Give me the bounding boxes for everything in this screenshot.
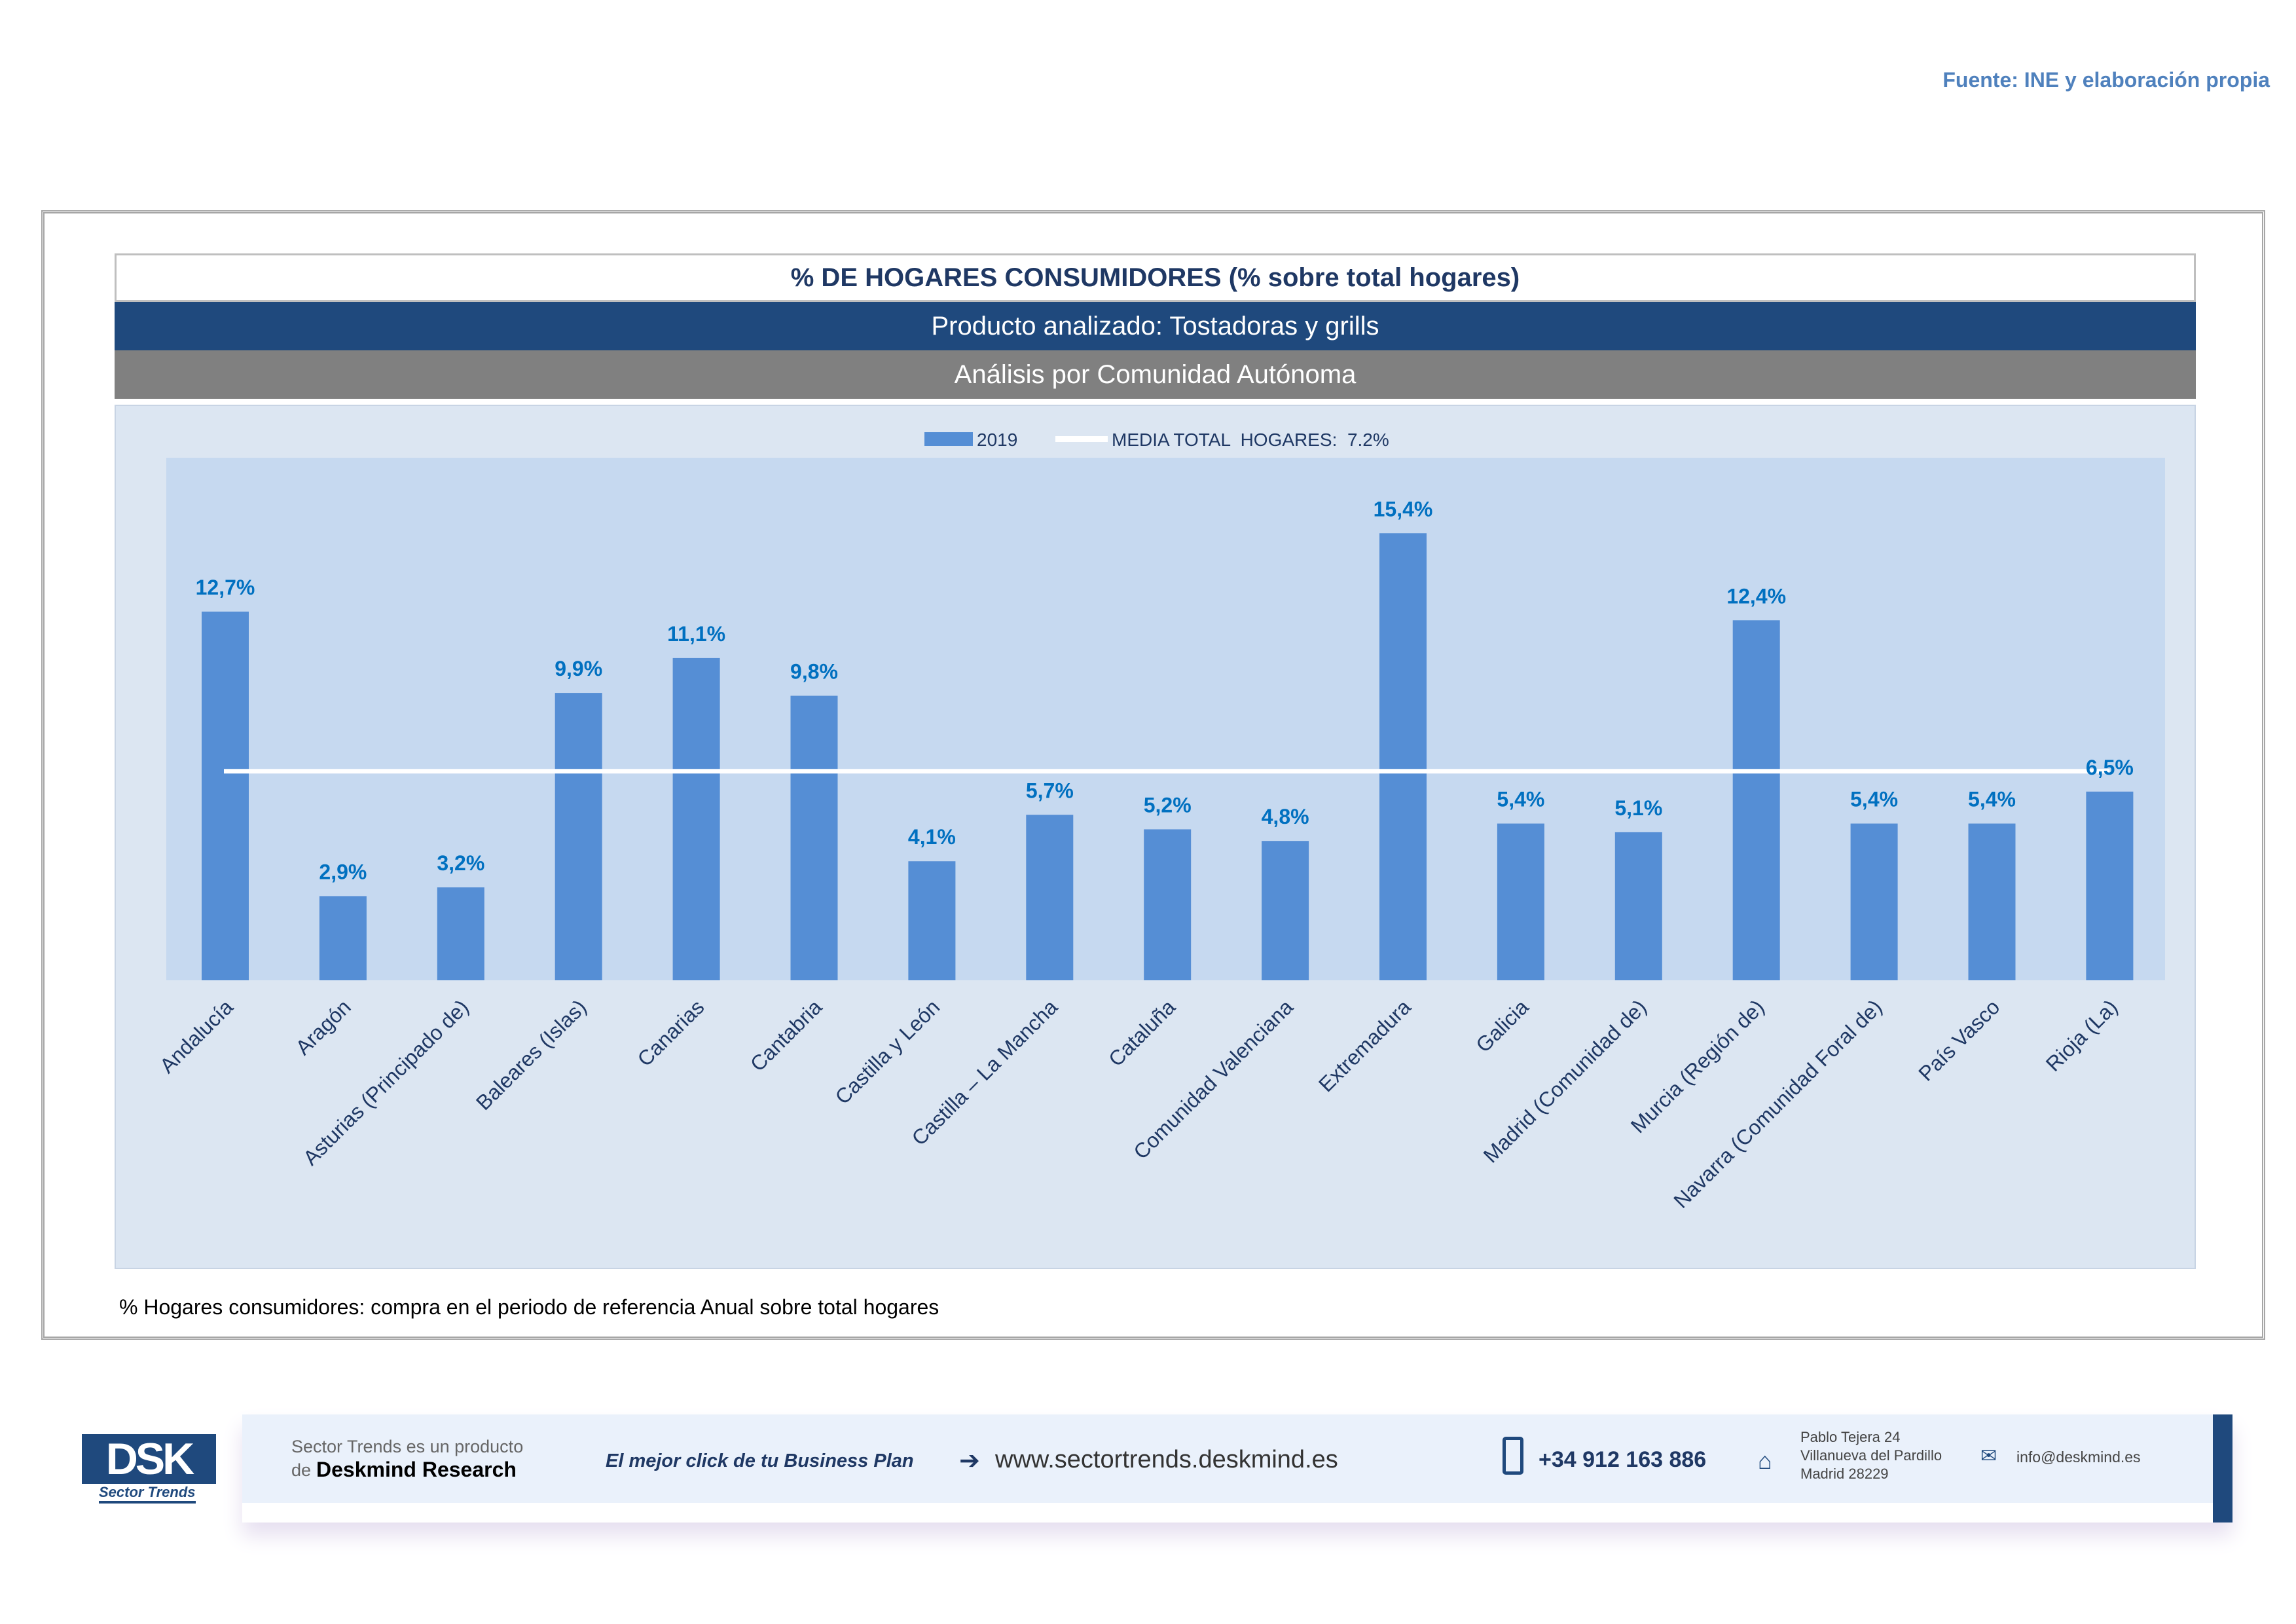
legend-label-mean: MEDIA TOTAL HOGARES: 7.2% [1112,430,1389,450]
footnote: % Hogares consumidores: compra en el per… [119,1295,939,1319]
bar [908,861,956,980]
bar [672,657,720,980]
x-tick-label: Cantabria [746,995,827,1076]
legend-swatch-2019 [924,432,973,446]
legend-swatch-mean [1055,436,1108,442]
x-tick-label: País Vasco [1914,995,2004,1085]
data-label: 9,8% [790,660,838,684]
data-label: 4,1% [908,825,956,849]
x-tick-label: Aragón [291,995,355,1059]
bar [1144,829,1192,980]
x-tick-label: Extremadura [1314,995,1415,1096]
data-label: 4,8% [1262,805,1309,828]
website-link[interactable]: www.sectortrends.deskmind.es [995,1446,1338,1473]
dsk-logo: DSK Sector Trends [82,1434,216,1505]
data-label: 15,4% [1374,497,1433,521]
logo-subtitle: Sector Trends [99,1484,196,1504]
email-icon: ✉ [1980,1445,1997,1467]
arrow-icon: ➔ [959,1447,980,1475]
product-banner: Producto analizado: Tostadoras y grills [115,302,2196,350]
bar [1850,823,1898,980]
x-tick-label: Murcia (Región de) [1626,995,1769,1137]
data-label: 12,4% [1726,584,1786,608]
legend-label-2019: 2019 [977,430,1017,450]
data-label: 5,4% [1497,788,1544,811]
data-label: 3,2% [437,851,484,875]
x-tick-label: Rioja (La) [2041,995,2123,1076]
x-tick-label: Cataluña [1104,995,1180,1071]
bar [1026,815,1074,980]
report-frame [41,210,2265,1340]
data-label: 5,1% [1614,796,1662,820]
footer-line1: Sector Trends es un producto [291,1437,524,1456]
data-label: 2,9% [319,860,367,883]
x-tick-label: Andalucía [155,995,238,1077]
source-note: Fuente: INE y elaboración propia [1942,68,2270,92]
data-label: 5,4% [1850,788,1898,811]
address-line-3: Madrid 28229 [1800,1466,1889,1482]
data-label: 9,9% [555,657,602,680]
bar [555,693,602,980]
footer-slogan: El mejor click de tu Business Plan [606,1450,914,1471]
footer-line2-pre: de [291,1460,312,1480]
bar [202,611,249,980]
data-label: 11,1% [667,622,725,646]
bar [790,695,838,980]
bar-chart: 12,7% 2,9% 3,2% 9,9% 11,1% 9,8% 4,1% 5,7% 5,2% 4,… [155,430,2165,1213]
bar [1732,620,1780,980]
footer-banner: Sector Trends es un producto de Deskmind… [242,1414,2232,1522]
data-label: 5,4% [1968,788,2016,811]
analysis-banner: Análisis por Comunidad Autónoma [115,350,2196,399]
data-label: 5,2% [1144,793,1192,817]
email-link[interactable]: info@deskmind.es [2016,1449,2141,1466]
chart-title: % DE HOGARES CONSUMIDORES (% sobre total… [115,253,2196,302]
home-icon: ⌂ [1758,1447,1772,1474]
x-tick-label: Baleares (Islas) [471,995,591,1115]
x-tick-label: Castilla y León [830,995,944,1109]
data-label: 6,5% [2086,756,2134,779]
data-label: 5,7% [1026,779,1074,802]
x-tick-label: Canarias [633,995,709,1071]
bar [319,896,367,980]
footer-brand: Deskmind Research [316,1458,517,1481]
data-label: 12,7% [196,576,255,599]
bar [1379,533,1427,980]
bar [437,887,484,980]
address-line-1: Pablo Tejera 24 [1800,1429,1901,1445]
bar [1968,823,2016,980]
phone-number: +34 912 163 886 [1539,1447,1707,1472]
bar [2086,791,2134,980]
address-line-2: Villanueva del Pardillo [1800,1447,1942,1464]
x-tick-label: Galicia [1471,995,1533,1057]
bar [1262,841,1309,980]
bar [1614,832,1662,980]
bar [1497,823,1544,980]
logo-text: DSK [82,1434,216,1484]
phone-icon [1503,1437,1523,1475]
x-tick-label: Navarra (Comunidad Foral de) [1669,995,1886,1212]
